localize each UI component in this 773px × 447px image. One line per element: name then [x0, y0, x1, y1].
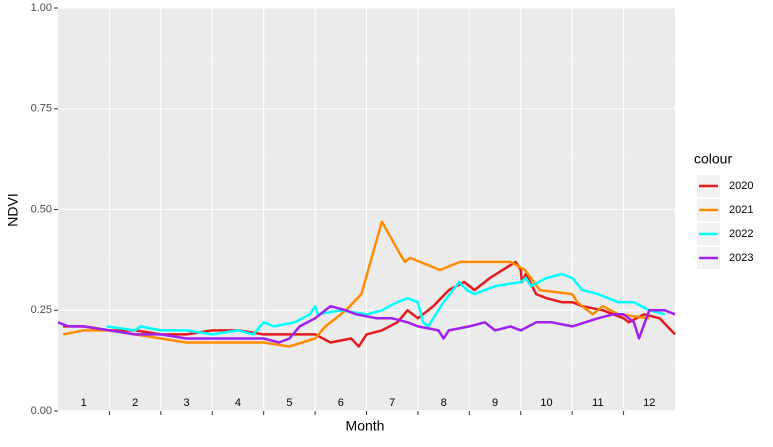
month-label: 1 [81, 397, 87, 409]
y-tick-label: 0.75 [31, 103, 52, 115]
y-tick-label: 0.25 [31, 304, 52, 316]
y-tick-label: 0.50 [31, 203, 52, 215]
month-label: 3 [183, 397, 189, 409]
month-label: 8 [441, 397, 447, 409]
y-tick-label: 0.00 [31, 405, 52, 417]
y-axis-label: NDVI [5, 193, 21, 226]
series-line [62, 220, 650, 348]
month-label: 6 [338, 397, 344, 409]
month-label: 11 [592, 397, 603, 409]
month-label: 10 [540, 397, 552, 409]
month-label: 2 [132, 397, 138, 409]
series-line [57, 304, 676, 344]
legend-label: 2022 [729, 228, 753, 240]
month-label: 12 [643, 397, 655, 409]
month-label: 4 [235, 397, 241, 409]
legend-title: colour [694, 151, 732, 167]
y-tick-label: 1.00 [31, 2, 52, 14]
month-label: 5 [286, 397, 292, 409]
legend-label: 2023 [729, 252, 753, 264]
series-line [106, 272, 666, 336]
month-label: 7 [389, 397, 395, 409]
legend-label: 2021 [729, 204, 753, 216]
month-label: 9 [492, 397, 498, 409]
x-axis-label: Month [346, 418, 385, 434]
legend-label: 2020 [729, 180, 753, 192]
